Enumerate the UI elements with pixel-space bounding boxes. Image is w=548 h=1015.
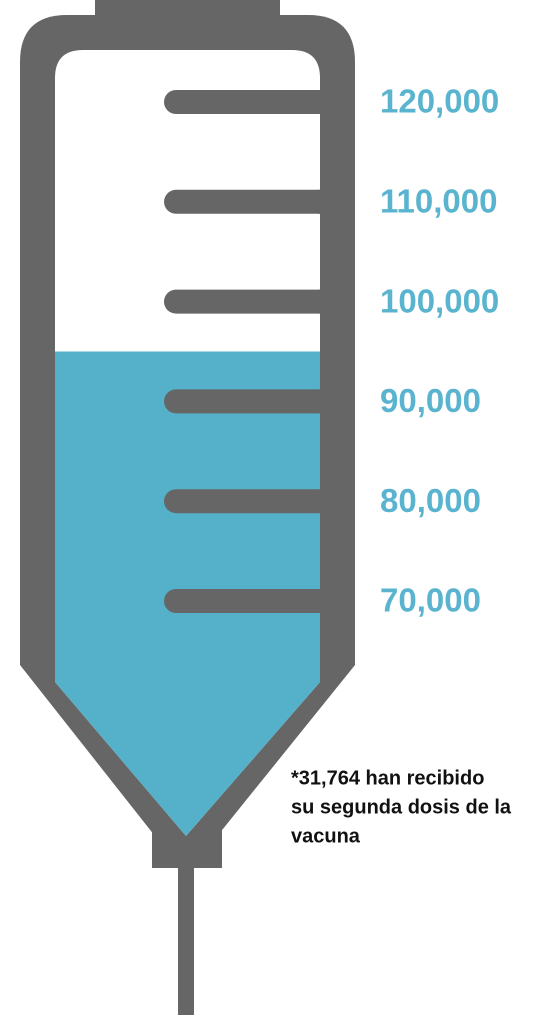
tick-mark-end [318, 589, 328, 613]
tick-mark-end [318, 90, 328, 114]
y-tick-label: 80,000 [380, 482, 481, 519]
y-tick-label: 70,000 [380, 582, 481, 619]
y-tick-label: 110,000 [380, 183, 497, 220]
tick-mark-end [318, 289, 328, 314]
y-tick-label: 100,000 [380, 282, 499, 319]
annotation-line: *31,764 han recibido [291, 767, 484, 789]
y-tick-label: 120,000 [380, 83, 499, 120]
annotation-line: vacuna [291, 825, 361, 847]
needle [178, 840, 194, 1015]
tick-mark-end [318, 389, 328, 414]
tick-mark-end [318, 189, 328, 214]
y-tick-label: 90,000 [380, 382, 481, 419]
annotation-line: su segunda dosis de la [291, 796, 512, 818]
plunger [95, 0, 280, 16]
tick-mark-end [318, 489, 328, 514]
